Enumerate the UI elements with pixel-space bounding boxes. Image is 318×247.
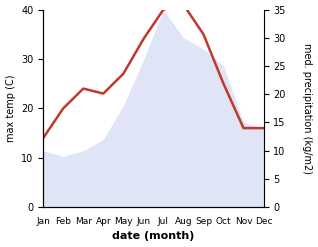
Y-axis label: med. precipitation (kg/m2): med. precipitation (kg/m2) xyxy=(302,43,313,174)
Y-axis label: max temp (C): max temp (C) xyxy=(5,75,16,142)
X-axis label: date (month): date (month) xyxy=(112,231,195,242)
